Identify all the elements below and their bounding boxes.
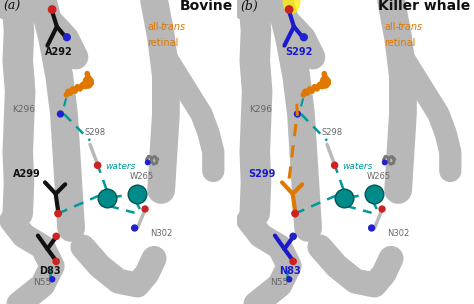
- Text: trans: trans: [397, 22, 422, 33]
- Point: [300, 35, 308, 40]
- Point: [48, 7, 56, 12]
- Point: [57, 112, 64, 116]
- Text: W265: W265: [367, 171, 391, 181]
- Point: [285, 7, 293, 12]
- Text: A292: A292: [46, 47, 73, 57]
- Point: [134, 192, 141, 196]
- Text: N55: N55: [34, 278, 52, 287]
- Text: Bovine: Bovine: [180, 0, 233, 12]
- Point: [144, 160, 152, 165]
- Text: trans: trans: [160, 22, 185, 33]
- Circle shape: [283, 0, 300, 13]
- Point: [285, 277, 293, 282]
- Point: [63, 35, 71, 40]
- Point: [378, 207, 386, 212]
- Text: K296: K296: [12, 105, 36, 114]
- Text: waters: waters: [343, 162, 373, 171]
- Point: [48, 277, 56, 282]
- Point: [293, 112, 301, 116]
- Text: (b): (b): [240, 0, 258, 12]
- Point: [289, 234, 297, 239]
- Point: [141, 207, 149, 212]
- Point: [340, 195, 347, 200]
- Text: K296: K296: [249, 105, 273, 114]
- Text: N55: N55: [271, 278, 289, 287]
- Text: retinal: retinal: [384, 38, 415, 48]
- Point: [368, 226, 375, 230]
- Point: [55, 211, 62, 216]
- Point: [331, 163, 338, 168]
- Point: [289, 259, 297, 264]
- Point: [291, 211, 299, 216]
- Text: N302: N302: [151, 229, 173, 238]
- Text: A299: A299: [12, 169, 40, 179]
- Text: retinal: retinal: [147, 38, 178, 48]
- Text: (a): (a): [4, 0, 21, 12]
- Text: all-: all-: [384, 22, 399, 33]
- Point: [103, 195, 110, 200]
- Point: [381, 160, 389, 165]
- Text: S292: S292: [285, 47, 312, 57]
- Point: [371, 192, 378, 196]
- Text: N83: N83: [280, 266, 301, 276]
- Point: [53, 234, 60, 239]
- Text: S299: S299: [249, 169, 276, 179]
- Text: N302: N302: [387, 229, 410, 238]
- Text: all-: all-: [147, 22, 162, 33]
- Text: Killer whale: Killer whale: [378, 0, 470, 12]
- Text: W265: W265: [130, 171, 154, 181]
- Point: [94, 163, 101, 168]
- Text: S298: S298: [84, 128, 105, 137]
- Point: [53, 259, 60, 264]
- Point: [131, 226, 138, 230]
- Text: waters: waters: [106, 162, 136, 171]
- Text: S298: S298: [321, 128, 342, 137]
- Text: D83: D83: [39, 266, 61, 276]
